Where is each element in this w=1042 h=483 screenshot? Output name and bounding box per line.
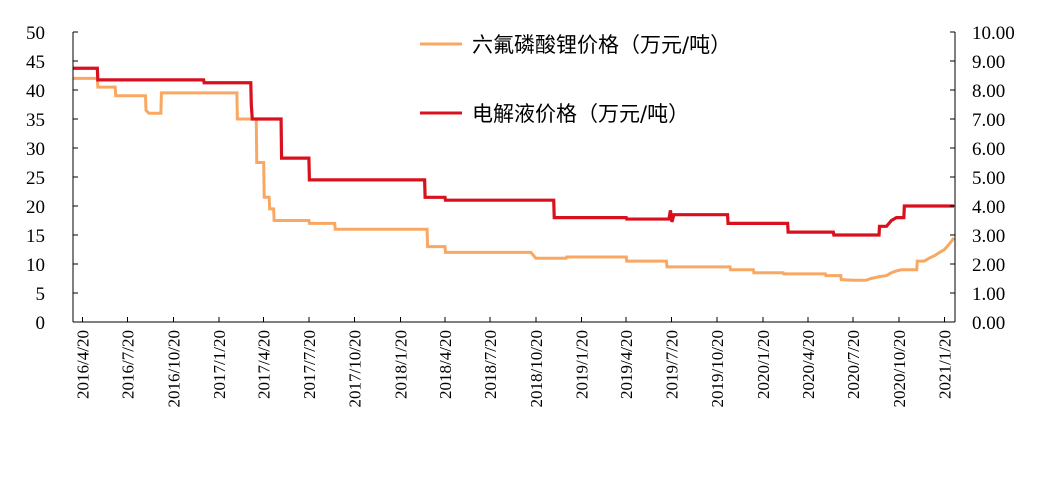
y-tick-label-left: 50 — [26, 23, 45, 44]
x-tick-label: 2017/1/20 — [210, 330, 229, 399]
x-tick-label: 2016/10/20 — [164, 330, 183, 407]
x-tick-label: 2019/1/20 — [573, 330, 592, 399]
y-tick-label-right: 10.00 — [972, 23, 1015, 44]
y-tick-label-left: 0 — [36, 313, 46, 334]
x-tick-label: 2018/1/20 — [391, 330, 410, 399]
x-tick-label: 2016/4/20 — [73, 330, 92, 399]
x-tick-label: 2020/7/20 — [844, 330, 863, 399]
y-tick-label-left: 40 — [26, 81, 45, 102]
x-tick-label: 2016/7/20 — [119, 330, 138, 399]
x-tick-label: 2020/10/20 — [890, 330, 909, 407]
y-tick-label-right: 1.00 — [972, 284, 1005, 305]
y-tick-label-right: 7.00 — [972, 110, 1005, 131]
x-tick-label: 2019/4/20 — [617, 330, 636, 399]
y-tick-label-left: 20 — [26, 197, 45, 218]
y-tick-label-right: 9.00 — [972, 52, 1005, 73]
x-tick-label: 2019/7/20 — [662, 330, 681, 399]
legend: 六氟磷酸锂价格（万元/吨） 电解液价格（万元/吨） — [420, 33, 731, 126]
x-tick-label: 2020/1/20 — [754, 330, 773, 399]
y-tick-label-left: 10 — [26, 255, 45, 276]
x-tick-label: 2019/10/20 — [708, 330, 727, 407]
plot-area — [73, 66, 956, 282]
x-tick-label: 2018/10/20 — [527, 330, 546, 407]
legend-label-lipf6: 六氟磷酸锂价格（万元/吨） — [472, 33, 731, 57]
y-tick-label-right: 5.00 — [972, 168, 1005, 189]
y-tick-label-right: 2.00 — [972, 255, 1005, 276]
y-tick-label-left: 5 — [36, 284, 46, 305]
legend-label-electrolyte: 电解液价格（万元/吨） — [472, 102, 689, 126]
x-tick-label: 2021/1/20 — [936, 330, 955, 399]
x-tick-label: 2017/7/20 — [300, 330, 319, 399]
x-tick-label: 2017/4/20 — [255, 330, 274, 399]
y-tick-label-left: 25 — [26, 168, 45, 189]
x-tick-label: 2017/10/20 — [346, 330, 365, 407]
y-tick-label-left: 35 — [26, 110, 45, 131]
y-tick-label-right: 6.00 — [972, 139, 1005, 160]
series-line-electrolyte — [73, 66, 955, 237]
x-tick-label: 2018/4/20 — [436, 330, 455, 399]
axes: 0 5 10 15 20 25 30 35 40 45 50 0.00 1.00 2.00 3.00 4.00… — [26, 23, 1015, 407]
y-tick-label-right: 4.00 — [972, 197, 1005, 218]
y-tick-label-right: 0.00 — [972, 313, 1005, 334]
y-tick-label-left: 45 — [26, 52, 45, 73]
series-line-lipf6 — [73, 76, 956, 282]
y-tick-label-right: 8.00 — [972, 81, 1005, 102]
x-tick-label: 2018/7/20 — [481, 330, 500, 399]
y-tick-label-right: 3.00 — [972, 226, 1005, 247]
x-tick-label: 2020/4/20 — [799, 330, 818, 399]
y-tick-label-left: 15 — [26, 226, 45, 247]
y-tick-label-left: 30 — [26, 139, 45, 160]
